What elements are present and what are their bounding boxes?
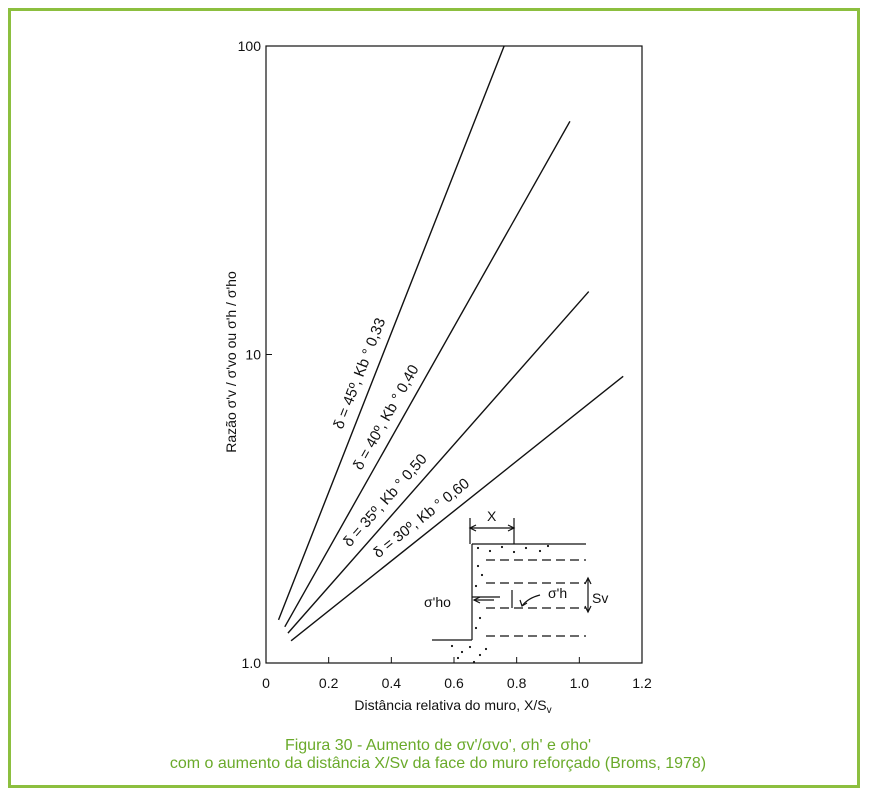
figure-frame [8, 8, 860, 788]
axis-ticks: 0 0.2 0.4 0.6 0.8 1.0 1.2 1.0 10 100 [238, 38, 652, 691]
soil-dot [478, 616, 482, 620]
soil-dot [460, 650, 464, 654]
series-line [284, 120, 571, 628]
soil-dot [468, 645, 472, 649]
x-tick-label: 0.4 [382, 675, 402, 691]
soil-dot [524, 546, 528, 550]
x-tick-label: 0.2 [319, 675, 339, 691]
inset-label-x: X [487, 508, 497, 524]
series-line [287, 291, 590, 634]
soil-dot [474, 626, 478, 630]
soil-dot [484, 647, 488, 651]
plot-area [265, 45, 643, 664]
y-tick-label: 100 [238, 38, 262, 54]
series-labels: δ = 45º, Kb ° 0,33δ = 40º, Kb ° 0,40δ = … [330, 316, 473, 562]
inset-label-sv: Sv [592, 590, 608, 606]
inset-arrow-left [468, 524, 477, 532]
inset-sigma-h-head [519, 599, 528, 607]
x-axis-label: Distância relativa do muro, X/Sv [354, 697, 551, 716]
inset-sv-arrow-bottom [584, 605, 592, 614]
inset-label-sigma-ho: σ'ho [424, 594, 451, 610]
soil-dot [476, 546, 480, 550]
soil-dot [476, 564, 480, 568]
y-tick-label: 1.0 [242, 655, 262, 671]
inset-soil-dots [450, 544, 550, 664]
inset-diagram [432, 518, 592, 641]
series-line [290, 375, 624, 642]
inset-sv-arrow-top [584, 576, 592, 585]
soil-dot [474, 584, 478, 588]
x-tick-label: 1.0 [570, 675, 590, 691]
inset-sigma-ho-head [472, 596, 481, 604]
caption-line-1: Figura 30 - Aumento de σv'/σvo', σh' e σ… [284, 737, 592, 754]
soil-dot [546, 544, 550, 548]
soil-dot [488, 549, 492, 553]
series-line [277, 45, 505, 621]
inset-arrow-right [507, 524, 516, 532]
soil-dot [450, 644, 454, 648]
y-tick-label: 10 [245, 347, 261, 363]
soil-dot [512, 550, 516, 554]
series-lines [277, 45, 624, 642]
x-tick-label: 0 [262, 675, 270, 691]
caption-line-2: com o aumento da distância X/Sv da face … [169, 755, 707, 772]
x-tick-label: 1.2 [632, 675, 652, 691]
soil-dot [480, 573, 484, 577]
soil-dot [472, 660, 476, 664]
x-tick-label: 0.6 [444, 675, 464, 691]
x-tick-label: 0.8 [507, 675, 527, 691]
soil-dot [500, 545, 504, 549]
y-axis-label: Razão σ'v / σ'vo ou σ'h / σ'ho [223, 271, 239, 453]
soil-dot [478, 653, 482, 657]
inset-label-sigma-h: σ'h [548, 585, 567, 601]
soil-dot [538, 549, 542, 553]
soil-dot [456, 656, 460, 660]
